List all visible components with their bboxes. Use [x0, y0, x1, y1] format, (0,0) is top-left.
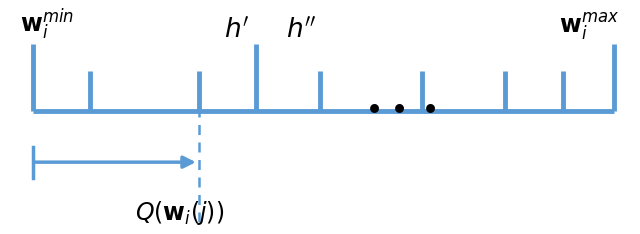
Text: $\bullet\bullet\bullet$: $\bullet\bullet\bullet$ [364, 92, 436, 123]
Text: $h'$: $h'$ [224, 16, 250, 42]
Text: $Q(\mathbf{w}_i(j))$: $Q(\mathbf{w}_i(j))$ [135, 199, 224, 227]
Text: $h''$: $h''$ [285, 16, 316, 42]
Text: $\mathbf{w}_i^{max}$: $\mathbf{w}_i^{max}$ [559, 11, 620, 42]
Text: $\mathbf{w}_i^{min}$: $\mathbf{w}_i^{min}$ [20, 7, 74, 42]
